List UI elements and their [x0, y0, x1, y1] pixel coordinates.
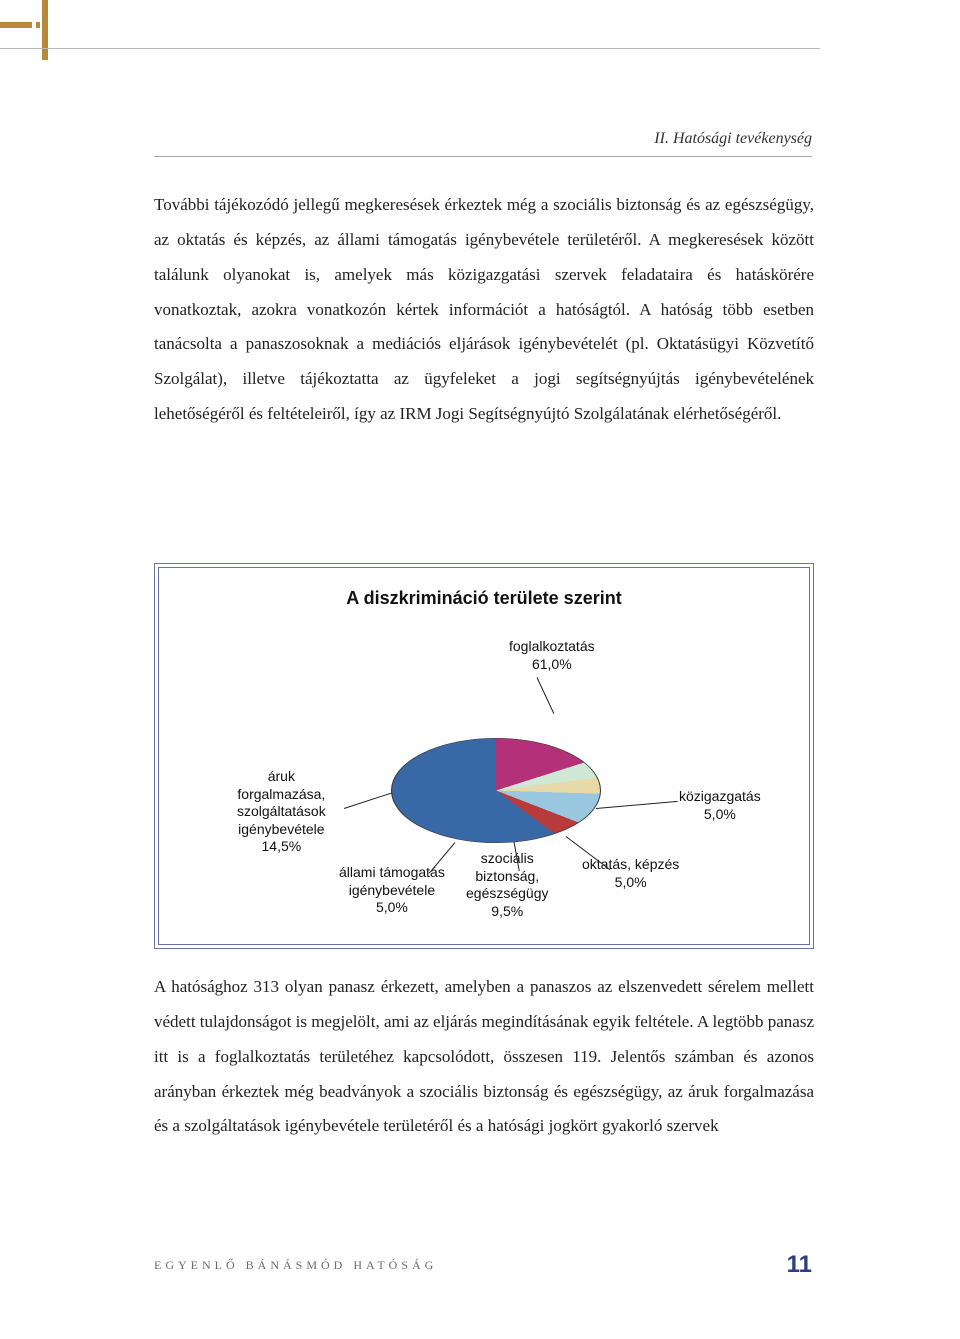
ornament-rule [0, 48, 820, 49]
ornament-bar [0, 22, 32, 28]
body-paragraph: További tájékozódó jellegű megkeresések … [154, 188, 814, 432]
chart-title: A diszkrimináció területe szerint [159, 588, 809, 609]
chart-container: A diszkrimináció területe szerint foglal… [154, 563, 814, 949]
chart-label: szociális biztonság, egészségügy 9,5% [466, 850, 549, 920]
ornament-bar [36, 22, 40, 28]
chart-label: áruk forgalmazása, szolgáltatások igényb… [237, 768, 326, 856]
header-rule [154, 156, 812, 157]
pie-top [391, 738, 601, 843]
running-header: II. Hatósági tevékenység [654, 130, 812, 148]
page: II. Hatósági tevékenység További tájékoz… [0, 0, 960, 1339]
leader-line [596, 801, 678, 809]
footer-org: EGYENLŐ BÁNÁSMÓD HATÓSÁG [154, 1258, 437, 1273]
chart-label: foglalkoztatás 61,0% [509, 638, 595, 673]
leader-line [537, 677, 555, 714]
page-number: 11 [787, 1251, 812, 1279]
chart-label: oktatás, képzés 5,0% [582, 856, 679, 891]
chart: A diszkrimináció területe szerint foglal… [158, 567, 810, 945]
body-paragraph: A hatósághoz 313 olyan panasz érkezett, … [154, 970, 814, 1144]
chart-label: közigazgatás 5,0% [679, 788, 761, 823]
ornament-bar [42, 0, 48, 60]
pie [391, 738, 601, 858]
